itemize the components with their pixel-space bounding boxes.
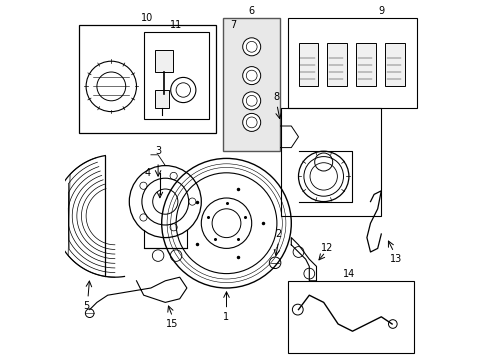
Text: 7: 7 xyxy=(230,20,236,30)
Text: 3: 3 xyxy=(155,146,161,156)
Bar xyxy=(326,43,346,86)
Text: 4: 4 xyxy=(144,168,150,178)
Circle shape xyxy=(242,92,260,110)
Text: 1: 1 xyxy=(223,312,229,322)
Bar xyxy=(384,43,404,86)
Text: 10: 10 xyxy=(141,13,153,23)
Text: 13: 13 xyxy=(389,254,401,264)
Bar xyxy=(298,43,318,86)
Circle shape xyxy=(242,67,260,85)
Bar xyxy=(355,43,375,86)
Bar xyxy=(154,90,168,108)
Bar xyxy=(154,50,172,72)
Bar xyxy=(287,18,416,108)
Circle shape xyxy=(242,113,260,131)
Bar xyxy=(79,25,215,133)
Text: 9: 9 xyxy=(377,6,384,16)
Bar xyxy=(280,108,381,216)
Bar xyxy=(223,18,280,151)
Text: 12: 12 xyxy=(321,243,333,253)
Bar xyxy=(143,32,208,119)
Text: 15: 15 xyxy=(166,319,178,329)
Text: 14: 14 xyxy=(342,269,354,279)
Text: 8: 8 xyxy=(273,92,280,102)
Text: 5: 5 xyxy=(83,301,89,311)
Text: 6: 6 xyxy=(248,6,254,16)
Circle shape xyxy=(242,38,260,56)
Text: 11: 11 xyxy=(170,20,182,30)
Bar xyxy=(287,281,413,353)
Text: 2: 2 xyxy=(275,229,281,239)
